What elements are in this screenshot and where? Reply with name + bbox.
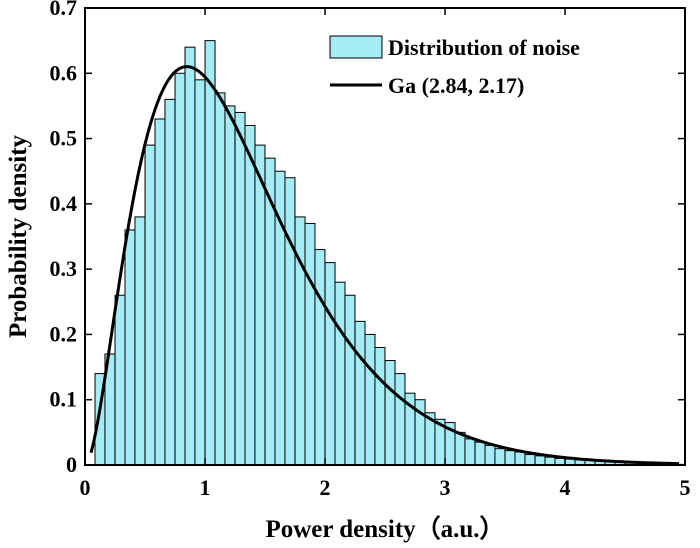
histogram-bar [184, 46, 196, 466]
legend-label-curve: Ga (2.84, 2.17) [388, 73, 524, 98]
x-tick-label: 3 [440, 475, 451, 500]
histogram-bar [154, 118, 166, 466]
legend-swatch-histogram [329, 35, 383, 59]
x-tick-label: 4 [560, 475, 571, 500]
y-tick-label: 0 [66, 452, 77, 477]
histogram-bar [504, 450, 516, 466]
x-tick-label: 2 [320, 475, 331, 500]
gamma-fit-curve [89, 65, 680, 466]
histogram-bar [114, 294, 126, 466]
histogram-bar [144, 144, 156, 466]
legend: Distribution of noise Ga (2.84, 2.17) [329, 35, 580, 98]
histogram-bar [454, 431, 466, 466]
histogram-bar [384, 360, 396, 466]
legend-label-histogram: Distribution of noise [388, 35, 580, 60]
histogram-bar [234, 111, 246, 466]
histogram-bar [464, 438, 476, 466]
histogram-bar [204, 40, 216, 466]
histogram-bar [354, 320, 366, 466]
histogram-bar [124, 229, 136, 466]
histogram-bar [194, 79, 206, 466]
histogram-bar [344, 294, 356, 466]
histogram-bar [164, 98, 176, 466]
histogram-bar [484, 444, 496, 466]
histogram-bar [394, 373, 406, 466]
histogram-bar [324, 262, 336, 466]
histogram-bar [514, 451, 526, 466]
histogram-bar [304, 222, 316, 466]
y-tick-label: 0.6 [50, 60, 78, 85]
histogram-bar [524, 454, 536, 466]
histogram-bars [94, 40, 686, 466]
x-tick-label: 1 [200, 475, 211, 500]
histogram-bar [224, 105, 236, 466]
histogram-bar [134, 216, 146, 466]
y-tick-label: 0.2 [50, 321, 78, 346]
histogram-bar [314, 249, 326, 466]
y-tick-label: 0.5 [50, 126, 78, 151]
axis-ticks: 0 1 2 3 4 5 0 0.1 0.2 0.3 0.4 0.5 0.6 0.7 [50, 0, 691, 500]
histogram-bar [364, 333, 376, 466]
histogram-bar [494, 448, 506, 466]
y-tick-label: 0.3 [50, 256, 78, 281]
histogram-bar [244, 125, 256, 466]
histogram-bar [474, 441, 486, 466]
histogram-bar [174, 72, 186, 466]
x-tick-label: 5 [680, 475, 691, 500]
histogram-bar [284, 177, 296, 466]
histogram-bar [214, 92, 226, 466]
plot-frame [84, 7, 686, 466]
histogram-bar [534, 455, 546, 466]
histogram-bar [334, 281, 346, 466]
y-tick-label: 0.1 [50, 387, 78, 412]
x-tick-label: 0 [80, 475, 91, 500]
y-tick-label: 0.4 [50, 191, 78, 216]
y-axis-label: Probability density [5, 134, 32, 338]
histogram-bar [374, 346, 386, 466]
x-axis-label: Power density（a.u.） [265, 514, 504, 543]
histogram-bar [254, 144, 266, 466]
histogram-bar [544, 456, 556, 466]
y-tick-label: 0.7 [50, 0, 78, 20]
